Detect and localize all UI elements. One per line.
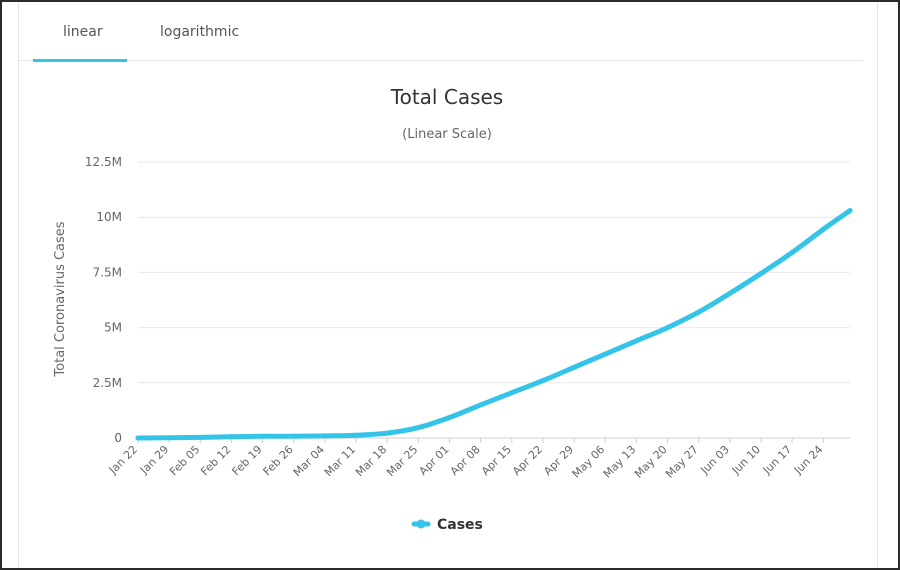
- x-tick-label: Apr 01: [417, 443, 452, 478]
- data-point: [696, 309, 702, 315]
- x-tick-label: Feb 26: [261, 443, 296, 478]
- chart-subtitle: (Linear Scale): [402, 127, 492, 142]
- x-tick-label: May 20: [632, 443, 670, 481]
- x-tick-label: Jun 24: [791, 443, 825, 477]
- data-point: [322, 433, 328, 439]
- legend-label: Cases: [437, 517, 483, 533]
- y-axis-label: Total Coronavirus Cases: [53, 221, 68, 377]
- y-tick-label: 10M: [96, 210, 122, 224]
- data-point: [820, 226, 826, 232]
- tab-linear[interactable]: linear: [63, 24, 103, 40]
- data-point: [571, 364, 577, 370]
- x-tick-label: Feb 19: [229, 443, 264, 478]
- x-tick-label: Feb 05: [167, 443, 202, 478]
- data-point: [727, 290, 733, 296]
- data-point: [633, 338, 639, 344]
- x-tick-label: Jun 17: [760, 443, 794, 477]
- x-tick-label: Jun 10: [729, 443, 763, 477]
- data-point: [789, 250, 795, 256]
- x-tick-label: Mar 11: [322, 443, 358, 479]
- x-tick-label: May 27: [663, 443, 701, 481]
- x-tick-label: Apr 22: [510, 443, 545, 478]
- series-line-cases: [135, 208, 853, 441]
- chart-panel: linear logarithmic: [18, 2, 878, 568]
- data-point: [509, 390, 515, 396]
- series-layer: [135, 208, 853, 441]
- data-point: [353, 432, 359, 438]
- data-point: [135, 435, 141, 441]
- data-point: [540, 378, 546, 384]
- data-point: [228, 434, 234, 440]
- legend[interactable]: Cases: [411, 517, 483, 533]
- x-tick-label: Mar 04: [291, 443, 327, 479]
- data-point: [291, 433, 297, 439]
- x-tick-label: Apr 08: [448, 443, 483, 478]
- grid-lines: [138, 161, 850, 439]
- y-tick-label: 5M: [104, 321, 122, 335]
- data-point: [447, 414, 452, 420]
- x-tick-label: Jan 22: [106, 443, 140, 477]
- x-tick-label: May 13: [601, 443, 639, 481]
- tab-logarithmic[interactable]: logarithmic: [160, 24, 240, 40]
- data-point: [260, 433, 266, 439]
- data-point: [665, 325, 671, 331]
- chart-title: Total Cases: [390, 85, 503, 109]
- x-tick-label: Jan 29: [137, 443, 171, 477]
- data-point: [478, 402, 484, 408]
- y-tick-label: 0: [114, 431, 122, 445]
- data-point: [602, 351, 608, 357]
- data-point: [758, 271, 764, 277]
- y-tick-label: 12.5M: [85, 155, 122, 169]
- scale-tabs: linear logarithmic: [19, 12, 863, 62]
- y-tick-label: 2.5M: [93, 376, 122, 390]
- data-point: [384, 430, 390, 436]
- data-point: [166, 435, 172, 441]
- data-point: [415, 425, 421, 431]
- x-tick-label: Apr 15: [479, 443, 514, 478]
- legend-symbol-marker: [416, 519, 426, 529]
- data-point: [847, 208, 853, 214]
- x-tick-label: Mar 25: [384, 443, 420, 479]
- active-tab-indicator: [33, 59, 127, 62]
- x-tick-label: Mar 18: [353, 443, 389, 479]
- x-tick-label: Feb 12: [198, 443, 233, 478]
- y-tick-label: 7.5M: [93, 265, 122, 279]
- y-axis-ticks: 0 2.5M 5M 7.5M 10M 12.5M: [85, 155, 122, 445]
- data-point: [197, 434, 203, 440]
- x-tick-label: May 06: [570, 443, 608, 481]
- x-tick-label: Jun 03: [698, 443, 732, 477]
